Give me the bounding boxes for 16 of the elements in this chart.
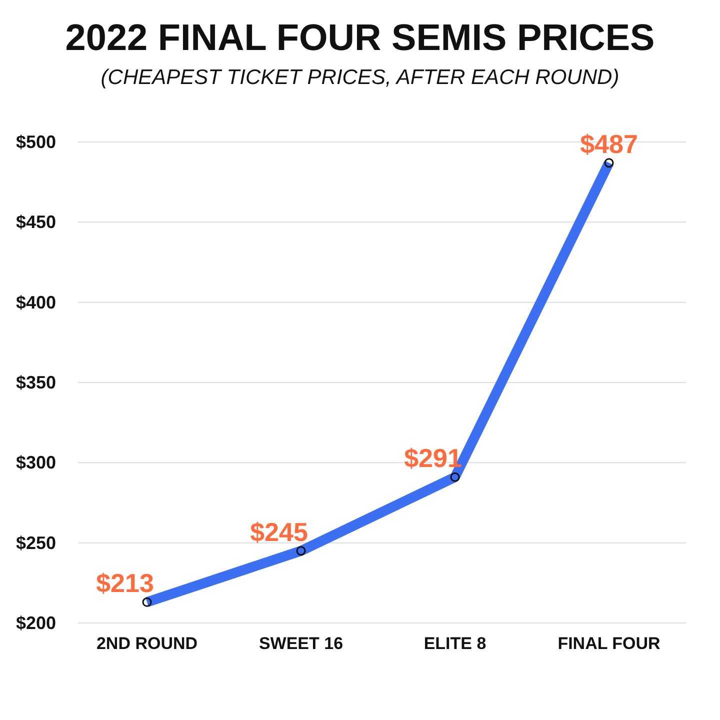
y-tick-label: $450 — [16, 212, 56, 232]
data-label: $213 — [96, 568, 154, 598]
y-tick-label: $400 — [16, 292, 56, 312]
x-tick-label: 2ND ROUND — [96, 634, 198, 653]
y-tick-label: $300 — [16, 452, 56, 473]
y-tick-label: $200 — [16, 613, 56, 633]
chart-title: 2022 FINAL FOUR SEMIS PRICES — [65, 17, 655, 58]
y-tick-label: $500 — [16, 132, 56, 152]
y-tick-label: $350 — [16, 372, 56, 392]
data-label: $245 — [250, 516, 308, 547]
y-tick-label: $250 — [16, 532, 56, 553]
x-tick-label: SWEET 16 — [258, 634, 344, 653]
chart-subtitle: (CHEAPEST TICKET PRICES, AFTER EACH ROUND) — [100, 66, 620, 89]
x-tick-label: ELITE 8 — [424, 634, 486, 653]
x-tick-label: FINAL FOUR — [558, 634, 660, 653]
data-label: $487 — [580, 128, 638, 159]
